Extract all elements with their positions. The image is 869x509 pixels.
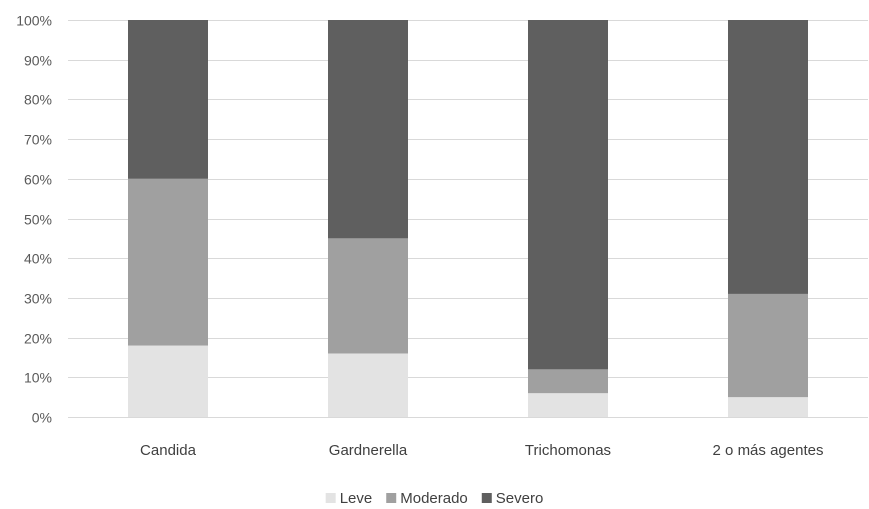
bar-leve-3 (728, 397, 808, 417)
bar-severo-1 (328, 20, 408, 239)
bar-moderado-2 (528, 369, 608, 394)
x-category-label: Trichomonas (525, 442, 611, 459)
bar-leve-2 (528, 393, 608, 417)
bar-leve-1 (328, 353, 408, 417)
x-axis: Candida Gardnerella Trichomonas 2 o más age… (140, 442, 823, 459)
y-tick-label: 0% (32, 410, 52, 426)
x-category-label: Gardnerella (329, 442, 408, 459)
x-category-label: 2 o más agentes (713, 442, 824, 459)
legend-items: Leve Moderado Severo (325, 490, 544, 507)
legend-label-severo: Severo (496, 490, 544, 507)
legend-label-leve: Leve (340, 490, 373, 507)
bar-severo-2 (528, 20, 608, 370)
legend: Leve Moderado Severo (325, 490, 544, 507)
legend-swatch-moderado (386, 493, 397, 503)
legend-swatch-leve (325, 493, 336, 503)
bar-moderado-0 (128, 178, 208, 346)
y-tick-label: 70% (24, 132, 52, 148)
bar-severo-3 (728, 20, 808, 294)
bars (128, 20, 808, 417)
y-tick-label: 90% (24, 53, 52, 69)
legend-swatch-severo (481, 493, 492, 503)
y-tick-label: 100% (16, 13, 52, 29)
bar-moderado-1 (328, 238, 408, 354)
bar-leve-0 (128, 345, 208, 417)
bar-severo-0 (128, 20, 208, 179)
y-tick-label: 60% (24, 172, 52, 188)
y-tick-label: 20% (24, 331, 52, 347)
bar-moderado-3 (728, 293, 808, 398)
y-tick-label: 50% (24, 212, 52, 228)
y-tick-label: 40% (24, 251, 52, 267)
x-category-label: Candida (140, 442, 197, 459)
y-axis: 0% 10% 20% 30% 40% 50% 60% 70% 80% 90% 100% (16, 13, 52, 426)
y-tick-label: 30% (24, 291, 52, 307)
y-tick-label: 80% (24, 92, 52, 108)
legend-label-moderado: Moderado (400, 490, 468, 507)
y-tick-label: 10% (24, 370, 52, 386)
